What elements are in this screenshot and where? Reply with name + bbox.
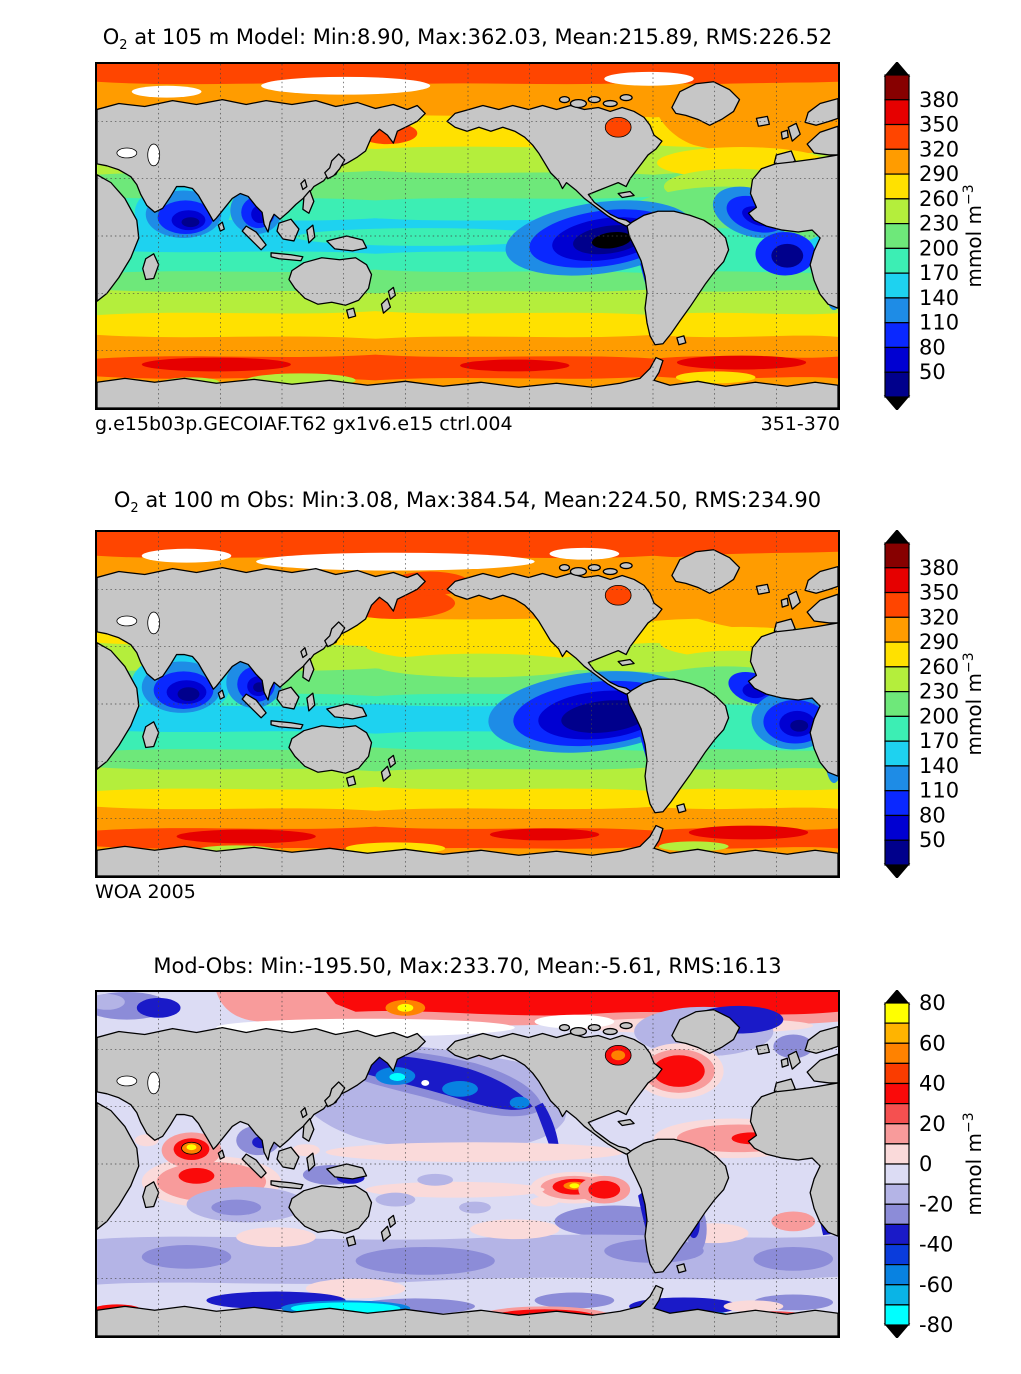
svg-text:140: 140 bbox=[919, 754, 959, 778]
svg-text:110: 110 bbox=[919, 779, 959, 803]
map-diff bbox=[95, 990, 840, 1338]
svg-text:320: 320 bbox=[919, 605, 959, 629]
svg-text:-40: -40 bbox=[919, 1233, 953, 1257]
svg-text:60: 60 bbox=[919, 1031, 946, 1055]
svg-text:170: 170 bbox=[919, 729, 959, 753]
dataset-label: g.e15b03p.GECOIAF.T62 gx1v6.e15 ctrl.004 bbox=[95, 413, 513, 435]
hudson-bay bbox=[604, 584, 632, 606]
title-obs: O2 at 100 m Obs: Min:3.08, Max:384.54, M… bbox=[113, 488, 822, 517]
svg-text:110: 110 bbox=[919, 311, 959, 335]
svg-text:mmol m−3: mmol m−3 bbox=[961, 1112, 986, 1215]
svg-text:50: 50 bbox=[919, 828, 946, 852]
map-obs bbox=[95, 530, 840, 878]
svg-text:380: 380 bbox=[919, 556, 959, 580]
map-model bbox=[95, 62, 840, 410]
svg-text:80: 80 bbox=[919, 991, 946, 1015]
hudson-bay-core bbox=[611, 1050, 626, 1061]
svg-text:mmol m−3: mmol m−3 bbox=[961, 652, 986, 755]
svg-text:200: 200 bbox=[919, 704, 959, 728]
title-diff: Mod-Obs: Min:-195.50, Max:233.70, Mean:-… bbox=[153, 954, 782, 978]
svg-text:mmol m−3: mmol m−3 bbox=[961, 184, 986, 287]
svg-text:80: 80 bbox=[919, 336, 946, 360]
dataset-label: WOA 2005 bbox=[95, 881, 196, 903]
svg-text:170: 170 bbox=[919, 261, 959, 285]
svg-text:140: 140 bbox=[919, 286, 959, 310]
svg-text:0: 0 bbox=[919, 1152, 932, 1176]
svg-text:380: 380 bbox=[919, 88, 959, 112]
svg-text:-20: -20 bbox=[919, 1192, 953, 1216]
svg-text:290: 290 bbox=[919, 630, 959, 654]
svg-text:50: 50 bbox=[919, 360, 946, 384]
colorbar-diff: 80 60 40 20 0 -20 -40 -60 -80 mmol m−3 bbox=[883, 990, 986, 1338]
svg-text:20: 20 bbox=[919, 1112, 946, 1136]
svg-text:290: 290 bbox=[919, 162, 959, 186]
svg-text:40: 40 bbox=[919, 1072, 946, 1096]
svg-text:320: 320 bbox=[919, 137, 959, 161]
title-model: O2 at 105 m Model: Min:8.90, Max:362.03,… bbox=[102, 25, 833, 54]
svg-text:200: 200 bbox=[919, 236, 959, 260]
svg-text:230: 230 bbox=[919, 212, 959, 236]
hudson-bay bbox=[604, 116, 632, 138]
svg-text:80: 80 bbox=[919, 804, 946, 828]
svg-text:-80: -80 bbox=[919, 1313, 953, 1337]
svg-text:350: 350 bbox=[919, 581, 959, 605]
svg-text:230: 230 bbox=[919, 680, 959, 704]
svg-text:260: 260 bbox=[919, 655, 959, 679]
svg-text:260: 260 bbox=[919, 187, 959, 211]
svg-text:350: 350 bbox=[919, 113, 959, 137]
svg-text:-60: -60 bbox=[919, 1273, 953, 1297]
time-range-label: 351-370 bbox=[760, 413, 840, 435]
